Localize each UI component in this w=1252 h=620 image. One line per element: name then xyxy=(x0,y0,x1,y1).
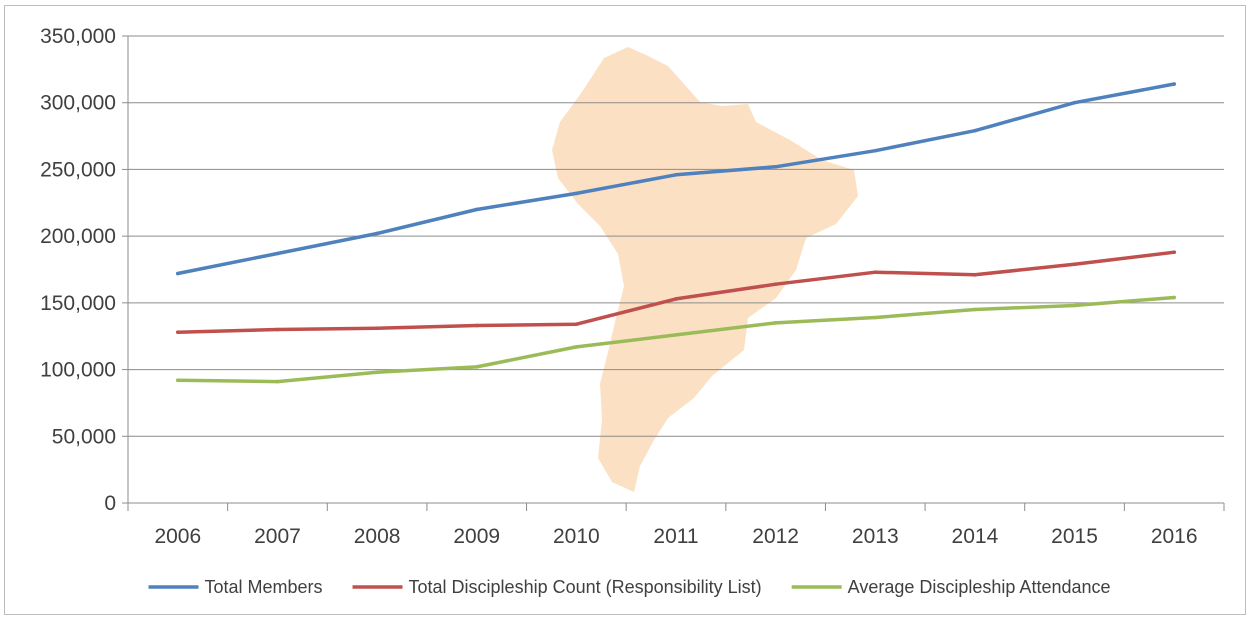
data-point xyxy=(773,164,778,169)
data-point xyxy=(375,231,379,236)
data-point xyxy=(873,270,878,274)
data-point xyxy=(275,251,280,256)
data-point xyxy=(176,330,180,335)
y-tick-label: 150,000 xyxy=(40,292,116,315)
data-point xyxy=(474,365,479,369)
y-tick-label: 100,000 xyxy=(40,359,116,382)
data-point xyxy=(375,370,379,375)
x-tick-label: 2009 xyxy=(453,525,500,548)
data-point xyxy=(674,333,678,337)
data-point xyxy=(275,379,280,384)
data-point xyxy=(873,315,878,320)
data-point xyxy=(674,172,678,177)
data-point xyxy=(1072,100,1077,105)
x-tick-label: 2007 xyxy=(254,525,301,548)
y-tick-label: 50,000 xyxy=(52,425,116,448)
data-point xyxy=(574,191,579,196)
series-lines xyxy=(176,82,1176,384)
legend-label: Total Members xyxy=(204,577,322,597)
x-tick-label: 2011 xyxy=(653,525,698,548)
data-point xyxy=(1072,303,1077,308)
y-tick-label: 200,000 xyxy=(40,225,116,248)
x-tick-label: 2016 xyxy=(1151,525,1198,548)
legend-label: Average Discipleship Attendance xyxy=(848,577,1111,597)
data-point xyxy=(973,128,977,133)
data-point xyxy=(1172,250,1176,254)
data-point xyxy=(973,273,977,277)
data-point xyxy=(574,345,579,349)
legend-label: Total Discipleship Count (Responsibility… xyxy=(409,577,762,597)
x-tick-label: 2008 xyxy=(354,525,401,548)
data-point xyxy=(1172,295,1176,300)
data-point xyxy=(773,282,778,286)
y-tick-label: 250,000 xyxy=(40,158,116,181)
data-point xyxy=(474,323,479,328)
data-point xyxy=(275,327,280,332)
y-tick-label: 350,000 xyxy=(40,25,116,48)
y-tick-label: 300,000 xyxy=(40,92,116,115)
data-point xyxy=(1172,82,1176,86)
data-point xyxy=(1072,262,1077,266)
x-tick-label: 2014 xyxy=(952,525,999,548)
data-point xyxy=(176,271,180,276)
data-point xyxy=(375,326,379,331)
gridlines xyxy=(128,35,1224,437)
x-tick-label: 2006 xyxy=(154,525,201,548)
data-point xyxy=(574,322,579,327)
data-point xyxy=(973,307,977,312)
axes: 0 50,000 100,000 150,000 200,000 250,000 300,0… xyxy=(40,25,1225,548)
data-point xyxy=(773,321,778,325)
south-america-map-background xyxy=(552,47,858,492)
y-tick-label: 0 xyxy=(104,492,116,515)
x-tick-label: 2013 xyxy=(852,525,899,548)
data-point xyxy=(674,297,678,301)
data-point xyxy=(176,378,180,383)
data-point xyxy=(474,207,479,212)
south-america-map-icon xyxy=(552,47,858,492)
data-point xyxy=(873,148,878,153)
x-tick-label: 2012 xyxy=(752,525,799,548)
x-tick-label: 2010 xyxy=(553,525,600,548)
x-tick-label: 2015 xyxy=(1051,525,1098,548)
legend: Total Members Total Discipleship Count (R… xyxy=(148,577,1111,597)
